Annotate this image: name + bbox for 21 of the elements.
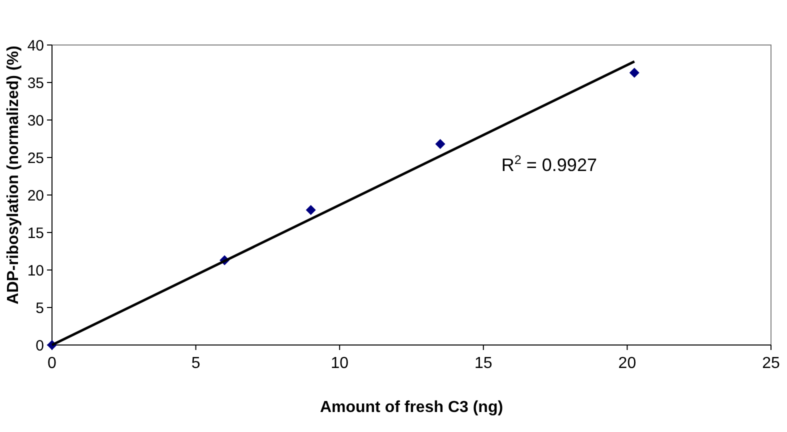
x-tick-label: 10 [330, 355, 349, 372]
y-tick-label: 35 [27, 74, 44, 92]
x-axis-title: Amount of fresh C3 (ng) [320, 399, 504, 416]
point [306, 205, 316, 215]
y-axis-title: ADP-ribosylation (normalized) (%) [5, 46, 22, 304]
y-tick-label: 0 [36, 337, 44, 354]
x-tick-label: 20 [618, 355, 636, 372]
point [435, 139, 446, 149]
annotation: R$^{2}$ = 0.9927 [501, 153, 597, 175]
y-tick-label: 20 [27, 187, 44, 204]
x-tick-label: 0 [48, 355, 57, 372]
y-tick-label: 30 [27, 112, 44, 130]
y-tick-label: 15 [27, 224, 44, 242]
y-tick-label: 40 [27, 37, 44, 54]
y-tick-label: 5 [36, 300, 44, 317]
point [629, 68, 640, 78]
y-tick-label: 25 [27, 150, 44, 167]
y-tick-label: 10 [27, 262, 44, 280]
x-tick-label: 15 [474, 355, 492, 372]
x-tick-label: 5 [191, 355, 200, 372]
x-tick-label: 25 [762, 355, 780, 372]
